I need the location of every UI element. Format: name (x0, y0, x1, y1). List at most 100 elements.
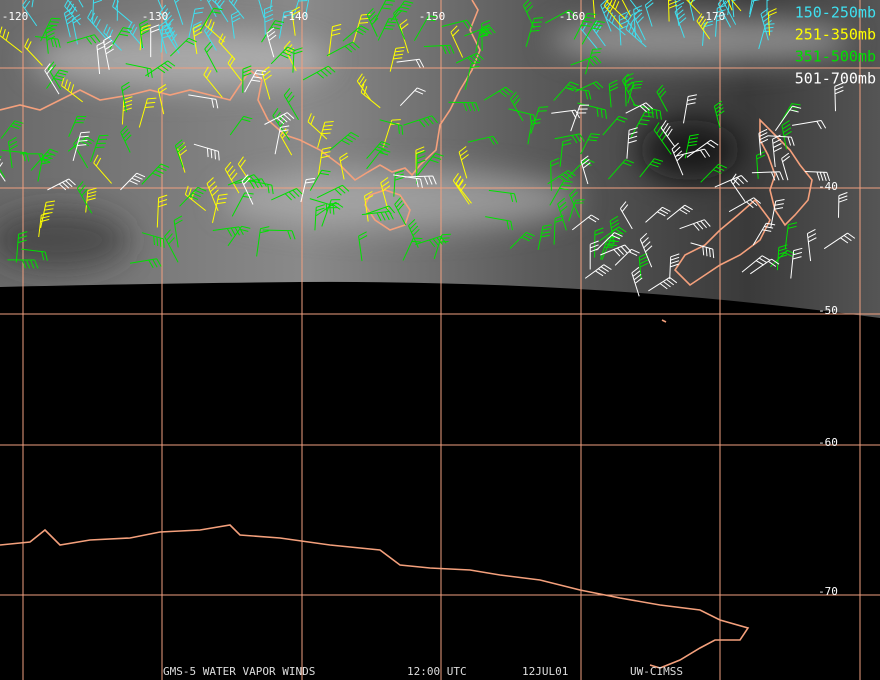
wind-barb (244, 179, 274, 195)
wind-barb (750, 258, 780, 275)
wind-barb (674, 0, 685, 26)
wind-barb (145, 60, 176, 77)
wind-barb (485, 216, 513, 231)
wind-barb (173, 0, 184, 25)
wind-barb (159, 4, 175, 36)
wind-barb (767, 135, 795, 146)
wind-barb (242, 65, 252, 93)
wind-barb (433, 233, 451, 259)
wind-barb (630, 111, 654, 138)
wind-barb (291, 6, 301, 36)
wind-barb (309, 169, 331, 191)
wind-barb (639, 232, 653, 268)
wind-barb (402, 237, 423, 261)
wind-barb (396, 58, 425, 68)
wind-barb (72, 131, 90, 162)
wind-barb (596, 232, 623, 251)
wind-barb (78, 0, 84, 8)
wind-barb (24, 38, 43, 66)
wind-barb (164, 229, 179, 263)
wind-barb (173, 215, 183, 248)
wind-barb (838, 192, 848, 218)
wind-barb (644, 0, 654, 27)
wind-barb (125, 63, 153, 78)
wind-barb (602, 115, 628, 136)
wind-barb (766, 0, 770, 16)
wind-barb (63, 7, 75, 38)
wind-barb (234, 178, 267, 189)
wind-barb (157, 83, 167, 115)
legend-entry: 150-250mb (795, 4, 876, 22)
wind-barb (120, 125, 132, 153)
wind-barb (717, 0, 732, 28)
legend-entry: 501-700mb (795, 70, 876, 88)
wind-barb (603, 0, 623, 29)
wind-barb (417, 152, 444, 176)
wind-barb (361, 210, 394, 222)
wind-barb (389, 46, 405, 72)
wind-barb (40, 200, 56, 229)
wind-barb (156, 194, 168, 228)
wind-barb (90, 134, 109, 163)
wind-barb (423, 44, 455, 55)
wind-barb (141, 232, 165, 248)
wind-barb (92, 0, 103, 24)
footer-text: 12JUL01 (522, 665, 568, 678)
wind-barb (342, 25, 369, 42)
wind-barb (266, 27, 277, 58)
wind-barb (274, 125, 290, 155)
wind-barb (714, 175, 748, 188)
wind-barb (15, 231, 28, 263)
wind-barb (686, 139, 719, 158)
wind-barb (614, 248, 640, 266)
wind-barb (834, 82, 844, 112)
wind-barb (169, 37, 198, 57)
wind-barb (356, 73, 371, 101)
wind-barb (317, 121, 334, 148)
wind-barb (364, 191, 374, 222)
wind-barb (188, 7, 204, 39)
latitude-label: -50 (818, 304, 838, 317)
wind-barb (85, 187, 97, 213)
wind-barb (302, 65, 336, 81)
wind-barb (731, 0, 742, 12)
wind-barb (393, 6, 406, 40)
wind-barb (394, 197, 407, 226)
wind-barb (667, 0, 678, 22)
wind-barb (464, 25, 496, 37)
wind-barb (270, 46, 296, 65)
wind-barb (304, 0, 310, 18)
wind-barb (393, 170, 405, 197)
wind-barb (329, 131, 360, 151)
wind-barb (206, 177, 219, 211)
wind-barb (625, 20, 647, 48)
wind-barb (758, 23, 775, 50)
wind-barb (575, 81, 604, 92)
wind-barb (231, 192, 254, 217)
wind-barb (749, 0, 760, 15)
wind-barb (408, 219, 420, 248)
longitude-label: -160 (559, 10, 586, 23)
wind-barb (214, 0, 229, 23)
wind-barb (645, 206, 671, 223)
wind-barb (307, 113, 328, 140)
wind-barb (8, 136, 18, 169)
wind-barb (696, 13, 711, 40)
wind-barb (792, 120, 827, 130)
wind-barb (679, 219, 711, 231)
wind-barb (38, 212, 51, 238)
wind-barb (481, 19, 491, 52)
wind-barb (309, 198, 335, 215)
wind-barb (760, 8, 772, 41)
latitude-label: -40 (818, 180, 838, 193)
wind-barb (686, 0, 701, 15)
wind-barb (551, 109, 581, 119)
wind-barb (594, 227, 604, 258)
wind-barb (784, 222, 798, 250)
wind-barb (68, 115, 87, 137)
wind-barb (475, 28, 490, 52)
wind-barb (741, 255, 771, 273)
wind-barb (365, 205, 396, 215)
wind-barb (158, 20, 168, 54)
wind-barb (87, 9, 107, 40)
